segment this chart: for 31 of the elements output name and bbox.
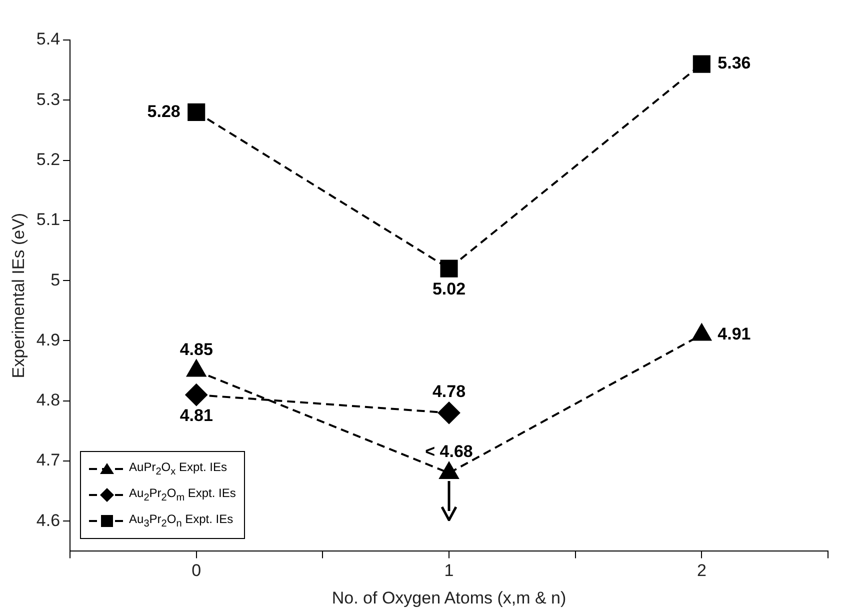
- x-axis-title: No. of Oxygen Atoms (x,m & n): [332, 588, 566, 608]
- data-label: 5.02: [432, 280, 466, 299]
- data-label: 4.91: [718, 324, 751, 344]
- x-tick-label: 1: [444, 561, 454, 580]
- data-label: 5.28: [147, 102, 180, 121]
- y-tick-label: 4.6: [36, 510, 60, 530]
- data-label: 4.85: [180, 340, 213, 359]
- y-tick-label: 4.9: [36, 330, 60, 350]
- data-label: 4.78: [432, 382, 466, 402]
- y-tick-label: 5.3: [36, 90, 60, 109]
- y-axis-title: Experimental IEs (eV): [8, 212, 28, 378]
- data-label: < 4.68: [425, 442, 473, 462]
- legend-label: AuPr$_{2}$O$_{x}$ Expt. IEs: [129, 460, 227, 478]
- data-label: 4.81: [180, 406, 213, 426]
- legend-label: Au$_{2}$Pr$_{2}$O$_{m}$ Expt. IEs: [129, 486, 236, 504]
- point: [692, 324, 712, 341]
- point: [186, 360, 206, 377]
- y-tick-label: 4.8: [36, 390, 60, 410]
- point: [188, 103, 206, 121]
- y-tick-label: 5: [50, 270, 60, 290]
- y-tick-label: 5.4: [36, 30, 60, 49]
- x-tick-label: 0: [192, 561, 202, 580]
- point: [440, 260, 458, 278]
- y-tick-label: 5.1: [36, 210, 60, 230]
- y-tick-label: 4.7: [36, 450, 60, 470]
- y-tick-label: 5.2: [36, 150, 60, 169]
- point: [439, 462, 459, 480]
- point: [692, 55, 710, 73]
- x-tick-label: 2: [696, 561, 706, 580]
- legend-label: Au$_{3}$Pr$_{2}$O$_{n}$ Expt. IEs: [129, 512, 234, 530]
- data-label: 5.36: [718, 54, 751, 73]
